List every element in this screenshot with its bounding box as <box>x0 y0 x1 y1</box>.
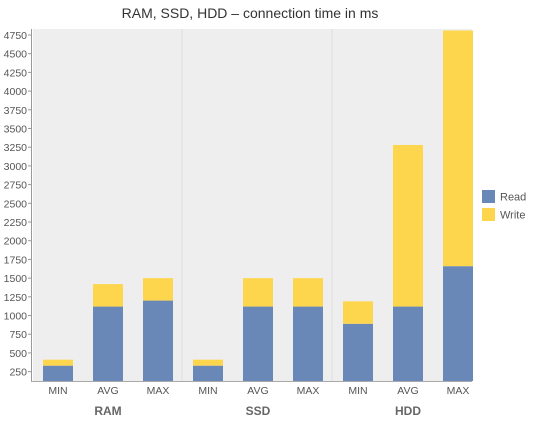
y-tick-label: 500 <box>9 348 27 360</box>
bar-write-ssd-min <box>193 359 223 366</box>
legend-swatch-write <box>482 208 495 221</box>
y-tick-label: 1000 <box>4 311 28 323</box>
x-category-label: AVG <box>97 385 118 397</box>
x-group-label: HDD <box>395 404 421 418</box>
bar-write-hdd-max <box>443 30 473 267</box>
bar-read-ssd-max <box>293 306 323 381</box>
bar-write-ssd-max <box>293 278 323 307</box>
bar-write-ssd-avg <box>243 278 273 307</box>
x-group-label: SSD <box>246 404 271 418</box>
x-group-label: RAM <box>94 404 121 418</box>
x-category-label: AVG <box>397 385 418 397</box>
y-tick-label: 3250 <box>4 142 28 154</box>
bar-read-ssd-avg <box>243 306 273 381</box>
y-tick-label: 750 <box>9 329 27 341</box>
x-category-label: MAX <box>297 385 320 397</box>
bar-read-hdd-min <box>343 323 373 381</box>
y-tick-label: 2000 <box>4 236 28 248</box>
y-tick-label: 1750 <box>4 254 28 266</box>
x-category-label: MIN <box>198 385 217 397</box>
y-tick-label: 2250 <box>4 217 28 229</box>
y-tick-label: 3000 <box>4 161 28 173</box>
bar-read-hdd-avg <box>393 306 423 381</box>
legend-label-write: Write <box>500 210 525 222</box>
y-tick-label: 4250 <box>4 67 28 79</box>
group-separators <box>181 29 333 381</box>
legend-label-read: Read <box>500 192 526 204</box>
y-tick-label: 2500 <box>4 198 28 210</box>
y-tick-label: 4750 <box>4 30 28 42</box>
y-axis-ticks: 250 500 750 1000 1250 1500 1750 2000 2250 2500 275… <box>4 30 32 379</box>
bar-read-hdd-max <box>443 266 473 381</box>
y-tick-label: 3750 <box>4 105 28 117</box>
bar-write-ram-min <box>43 359 73 366</box>
x-category-label: AVG <box>247 385 268 397</box>
y-tick-label: 2750 <box>4 180 28 192</box>
y-tick-label: 3500 <box>4 124 28 136</box>
x-category-label: MIN <box>348 385 367 397</box>
x-axis-labels: MIN AVG MAX RAM MIN AVG MAX SSD MIN AVG MAX HDD <box>48 385 469 418</box>
bar-write-ram-max <box>143 278 173 301</box>
y-tick-label: 4000 <box>4 86 28 98</box>
x-category-label: MIN <box>48 385 67 397</box>
bar-read-ssd-min <box>193 365 223 381</box>
bar-read-ram-max <box>143 300 173 381</box>
bars <box>43 30 473 381</box>
y-tick-label: 250 <box>9 367 27 379</box>
bar-write-ram-avg <box>93 284 123 307</box>
y-tick-label: 1250 <box>4 292 28 304</box>
legend: Read Write <box>482 190 526 222</box>
chart-title: RAM, SSD, HDD – connection time in ms <box>122 5 379 21</box>
x-category-label: MAX <box>447 385 470 397</box>
bar-write-hdd-avg <box>393 144 423 307</box>
bar-write-hdd-min <box>343 301 373 324</box>
bar-read-ram-min <box>43 365 73 381</box>
bar-read-ram-avg <box>93 306 123 381</box>
legend-swatch-read <box>482 190 495 203</box>
y-tick-label: 4500 <box>4 49 28 61</box>
y-tick-label: 1500 <box>4 273 28 285</box>
x-category-label: MAX <box>147 385 170 397</box>
